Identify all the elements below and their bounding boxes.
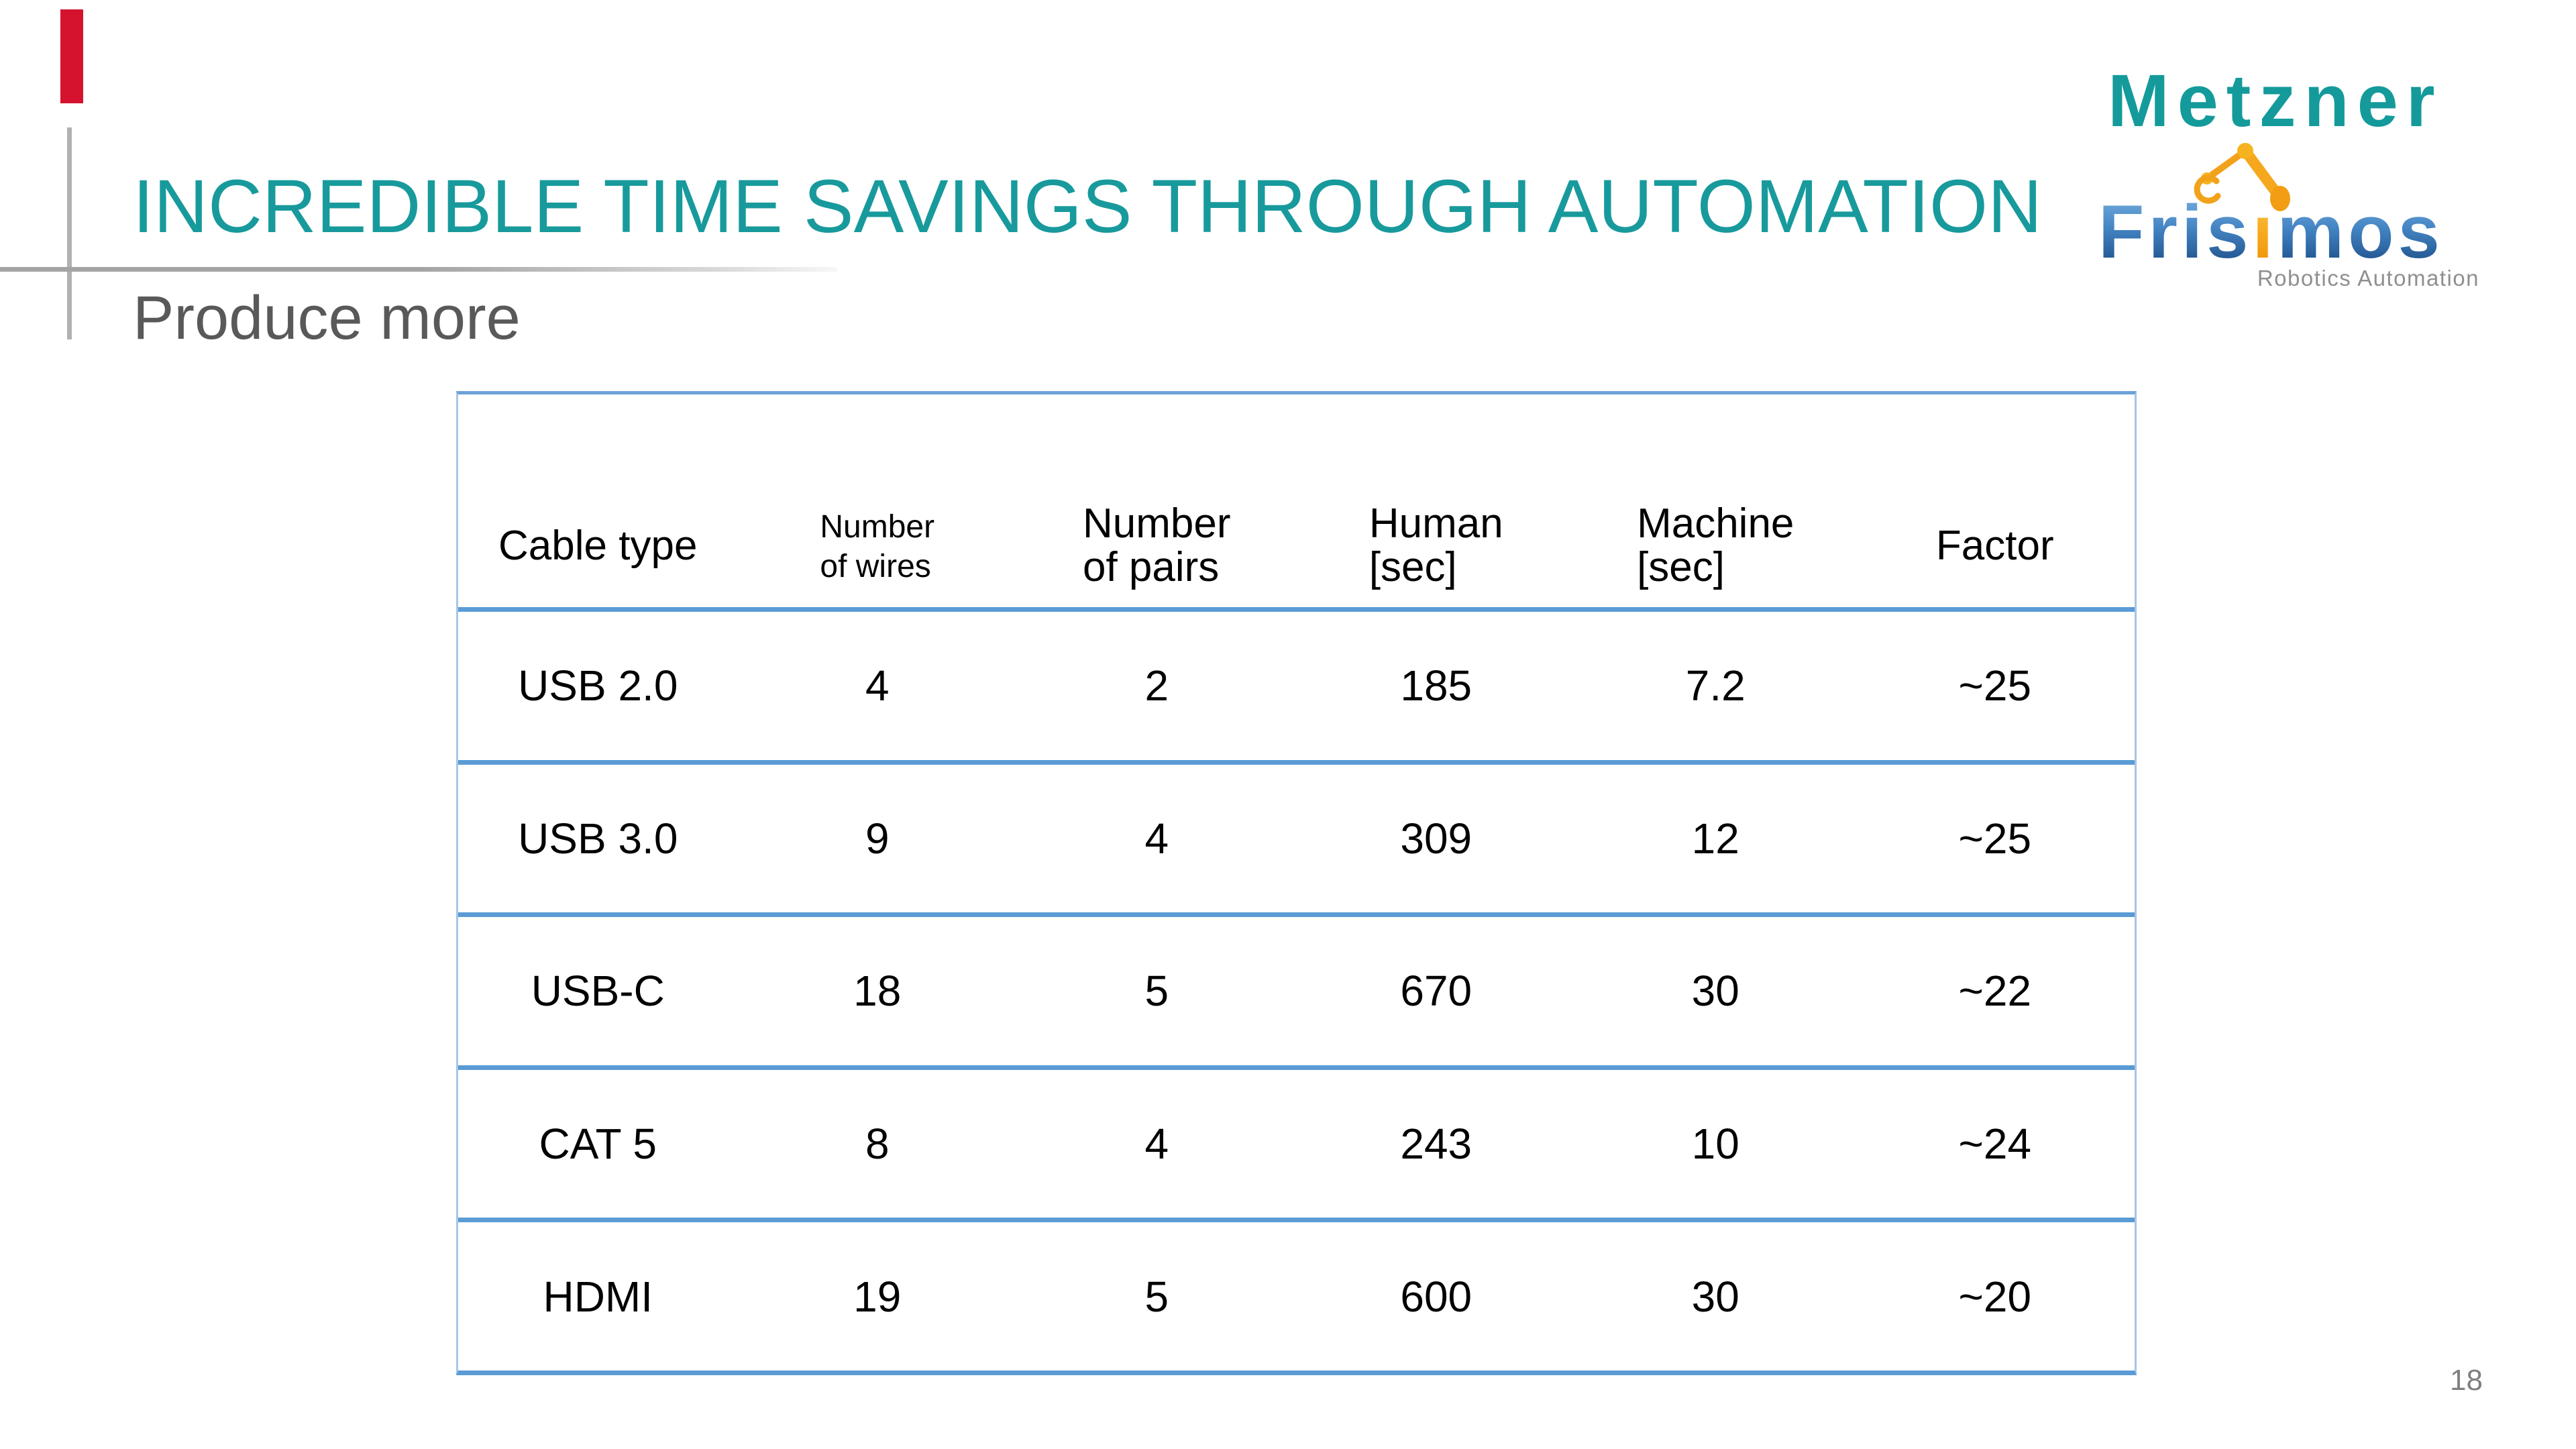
- cell-number-of-wires: 19: [853, 1272, 902, 1321]
- robot-arm-icon: [2194, 143, 2290, 211]
- table-row: USB 3.0 9 4 309 12 ~25: [458, 765, 2135, 918]
- column-header-number-of-wires: Number of wires: [738, 394, 1018, 607]
- cell-human-sec: 670: [1400, 967, 1472, 1016]
- frisimos-text-part1: Fris: [2098, 190, 2253, 274]
- slide-title: INCREDIBLE TIME SAVINGS THROUGH AUTOMATI…: [133, 164, 2043, 248]
- cell-number-of-pairs: 2: [1144, 661, 1169, 710]
- vertical-divider-line: [67, 127, 72, 339]
- cell-number-of-pairs: 4: [1144, 814, 1169, 863]
- cell-factor: ~25: [1958, 814, 2032, 863]
- cell-human-sec: 309: [1400, 814, 1472, 863]
- cell-factor: ~22: [1958, 967, 2032, 1016]
- cell-cable-type: USB 2.0: [518, 661, 678, 710]
- red-accent-bar: [60, 9, 83, 103]
- cell-cable-type: HDMI: [543, 1272, 653, 1321]
- frisimos-text-part3: mos: [2277, 190, 2444, 274]
- header-label: [sec]: [1368, 544, 1457, 591]
- cell-human-sec: 185: [1400, 661, 1472, 710]
- frisimos-text-part2: ı: [2252, 190, 2277, 274]
- column-header-human-sec: Human [sec]: [1297, 394, 1576, 607]
- header-label: [sec]: [1637, 544, 1725, 591]
- column-header-machine-sec: Machine [sec]: [1576, 394, 1856, 607]
- header-label: Cable type: [498, 523, 698, 570]
- comparison-table: Cable type Number of wires Number of pairs…: [456, 391, 2137, 1375]
- cell-number-of-wires: 4: [865, 661, 890, 710]
- cell-number-of-wires: 18: [853, 967, 902, 1016]
- cell-cable-type: USB 3.0: [518, 814, 678, 863]
- header-label: Number: [820, 508, 935, 545]
- cell-number-of-pairs: 4: [1144, 1120, 1169, 1169]
- header-label: Number: [1082, 500, 1231, 547]
- cell-machine-sec: 7.2: [1685, 661, 1746, 710]
- table-row: USB-C 18 5 670 30 ~22: [458, 917, 2135, 1070]
- table-row: USB 2.0 4 2 185 7.2 ~25: [458, 612, 2135, 765]
- cell-machine-sec: 10: [1691, 1120, 1739, 1169]
- table-row: CAT 5 8 4 243 10 ~24: [458, 1070, 2135, 1223]
- cell-number-of-pairs: 5: [1144, 1272, 1169, 1321]
- column-header-cable-type: Cable type: [458, 394, 738, 607]
- cell-machine-sec: 12: [1691, 814, 1739, 863]
- metzner-logo: Metzner: [2108, 60, 2443, 142]
- cell-machine-sec: 30: [1691, 967, 1739, 1016]
- cell-factor: ~25: [1958, 661, 2032, 710]
- cell-factor: ~20: [1958, 1272, 2032, 1321]
- header-label: Human: [1368, 500, 1503, 547]
- cell-factor: ~24: [1958, 1120, 2032, 1169]
- header-label: of wires: [820, 549, 931, 585]
- horizontal-divider-line: [0, 267, 837, 272]
- frisimos-logo: Frisımos Robotics Automation: [2098, 131, 2482, 292]
- frisimos-tagline: Robotics Automation: [2257, 266, 2479, 290]
- cell-number-of-pairs: 5: [1144, 967, 1169, 1016]
- table-header-row: Cable type Number of wires Number of pairs…: [458, 394, 2135, 612]
- cell-cable-type: CAT 5: [539, 1120, 657, 1169]
- cell-number-of-wires: 9: [865, 814, 890, 863]
- cell-cable-type: USB-C: [531, 967, 665, 1016]
- column-header-number-of-pairs: Number of pairs: [1017, 394, 1297, 607]
- cell-machine-sec: 30: [1691, 1272, 1739, 1321]
- header-label: Factor: [1935, 523, 2054, 570]
- page-number: 18: [2450, 1364, 2483, 1397]
- header-label: of pairs: [1082, 544, 1220, 591]
- table-row: HDMI 19 5 600 30 ~20: [458, 1222, 2135, 1371]
- cell-human-sec: 243: [1400, 1120, 1472, 1169]
- header-label: Machine: [1637, 500, 1794, 547]
- frisimos-wordmark: Frisımos: [2098, 195, 2444, 270]
- slide-subtitle: Produce more: [133, 284, 521, 352]
- cell-number-of-wires: 8: [865, 1120, 890, 1169]
- column-header-factor: Factor: [1856, 394, 2135, 607]
- cell-human-sec: 600: [1400, 1272, 1472, 1321]
